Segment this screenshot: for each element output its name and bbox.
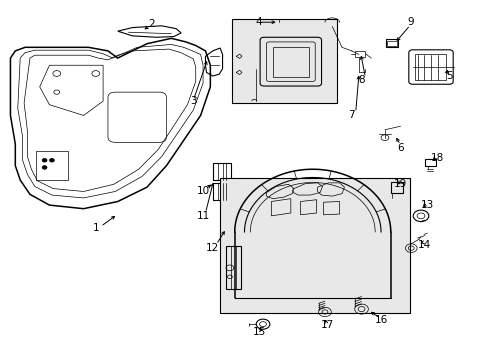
Bar — [386, 41, 396, 46]
Circle shape — [42, 158, 47, 162]
Text: 11: 11 — [196, 211, 209, 221]
Text: 5: 5 — [445, 71, 452, 81]
Bar — [212, 163, 231, 180]
Text: 1: 1 — [92, 224, 99, 233]
FancyBboxPatch shape — [408, 50, 452, 84]
Text: 15: 15 — [252, 327, 265, 337]
Bar — [385, 40, 397, 47]
Text: 9: 9 — [406, 17, 413, 27]
Text: 16: 16 — [374, 315, 387, 325]
Bar — [225, 246, 240, 289]
Text: 17: 17 — [320, 320, 333, 330]
Text: 19: 19 — [393, 179, 407, 189]
Text: 8: 8 — [358, 75, 364, 85]
Bar — [36, 151, 68, 180]
Text: 14: 14 — [417, 239, 430, 249]
Text: 3: 3 — [190, 96, 196, 106]
Bar — [390, 182, 402, 193]
Bar — [272, 46, 308, 77]
Text: 12: 12 — [206, 243, 219, 253]
Bar — [354, 50, 365, 57]
Text: 4: 4 — [255, 17, 262, 27]
Bar — [424, 159, 435, 166]
Bar — [414, 54, 446, 80]
Bar — [220, 178, 409, 313]
Text: 13: 13 — [420, 200, 433, 210]
Bar — [212, 183, 231, 200]
Text: 10: 10 — [196, 186, 209, 196]
Circle shape — [42, 166, 47, 169]
Text: 6: 6 — [396, 143, 403, 153]
Text: 7: 7 — [348, 111, 354, 121]
Text: 18: 18 — [429, 153, 443, 163]
Bar — [232, 19, 336, 103]
Circle shape — [49, 158, 54, 162]
Text: 2: 2 — [148, 19, 155, 29]
